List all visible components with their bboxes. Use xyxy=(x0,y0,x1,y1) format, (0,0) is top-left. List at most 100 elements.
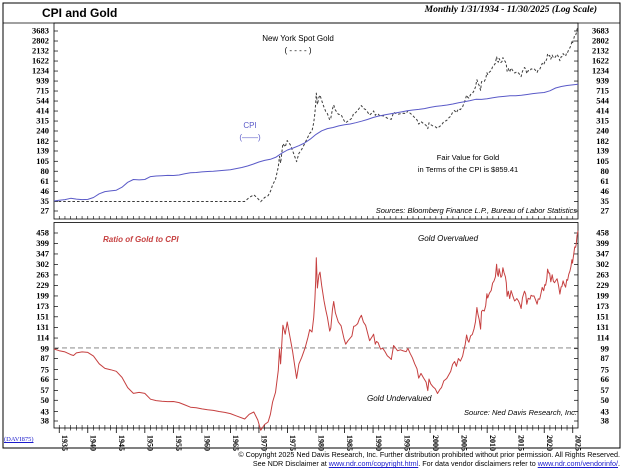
y-axis-label: 46 xyxy=(41,186,50,196)
y-axis-label: 66 xyxy=(601,374,610,384)
y-axis-label: 414 xyxy=(596,106,610,116)
y-axis-label: 80 xyxy=(601,166,610,176)
y-axis-label: 2802 xyxy=(592,36,609,46)
x-axis-label: 2000 xyxy=(431,435,440,451)
x-axis-label: 1980 xyxy=(317,435,326,451)
y-axis-label: 1622 xyxy=(592,56,609,66)
y-axis-label: 399 xyxy=(596,238,609,248)
y-axis-label: 173 xyxy=(596,301,609,311)
y-axis-label: 114 xyxy=(37,333,50,343)
y-axis-label: 414 xyxy=(36,106,50,116)
y-axis-label: 458 xyxy=(36,228,49,238)
y-axis-label: 1234 xyxy=(32,66,50,76)
y-axis-label: 347 xyxy=(596,249,610,259)
y-axis-label: 939 xyxy=(596,76,609,86)
ndr-copyright-link[interactable]: www.ndr.com/copyright.html xyxy=(328,459,419,468)
y-axis-label: 182 xyxy=(596,136,609,146)
y-axis-label: 1234 xyxy=(592,66,610,76)
y-axis-label: 57 xyxy=(601,385,610,395)
y-axis-label: 43 xyxy=(41,406,50,416)
y-axis-label: 173 xyxy=(36,301,49,311)
cpi-legend-label: CPI xyxy=(243,121,257,130)
x-axis-label: 1955 xyxy=(174,435,183,451)
y-axis-label: 302 xyxy=(596,259,609,269)
y-axis-label: 315 xyxy=(36,116,49,126)
y-axis-label: 38 xyxy=(41,416,50,426)
y-axis-label: 87 xyxy=(601,353,610,363)
y-axis-label: 35 xyxy=(41,196,50,206)
y-axis-label: 87 xyxy=(41,353,50,363)
y-axis-label: 46 xyxy=(601,186,610,196)
copyright-line2: See NDR Disclaimer at www.ndr.com/copyri… xyxy=(238,459,620,468)
y-axis-label: 315 xyxy=(596,116,609,126)
x-axis-label: 1940 xyxy=(88,435,97,451)
cpi-series-legend: CPI (——) xyxy=(210,120,290,144)
cpi-series-line xyxy=(53,83,579,202)
gold-legend-label: New York Spot Gold xyxy=(262,34,334,43)
bottom-panel-source: Source: Ned Davis Research, Inc. xyxy=(464,408,577,417)
x-axis-label: 2020 xyxy=(545,435,554,451)
y-axis-label: 38 xyxy=(601,416,610,426)
y-axis-label: 544 xyxy=(36,96,50,106)
gold-overvalued-label: Gold Overvalued xyxy=(418,234,479,243)
x-axis-label: 2015 xyxy=(516,435,525,451)
x-axis-label: 1975 xyxy=(288,435,297,451)
x-axis-label: 1965 xyxy=(231,435,240,451)
x-axis-label: 1970 xyxy=(260,435,269,451)
y-axis-label: 139 xyxy=(36,146,49,156)
y-axis-label: 399 xyxy=(36,238,49,248)
period-label: Monthly 1/31/1934 - 11/30/2025 (Log Scal… xyxy=(424,5,597,15)
gold-undervalued-label: Gold Undervalued xyxy=(367,394,432,403)
y-axis-label: 263 xyxy=(36,270,49,280)
cpi-legend-linestyle: (——) xyxy=(239,133,261,142)
x-axis-label: 1995 xyxy=(402,435,411,451)
y-axis-label: 458 xyxy=(596,228,609,238)
outer-frame xyxy=(2,2,621,449)
gold-legend-linestyle: ( - - - - ) xyxy=(284,46,312,55)
y-axis-label: 263 xyxy=(596,270,609,280)
y-axis-label: 229 xyxy=(36,280,49,290)
y-axis-label: 80 xyxy=(41,166,50,176)
y-axis-label: 240 xyxy=(596,126,609,136)
y-axis-label: 229 xyxy=(596,280,609,290)
y-axis-label: 75 xyxy=(601,364,610,374)
x-axis-label: 2010 xyxy=(488,435,497,451)
y-axis-label: 199 xyxy=(596,291,609,301)
y-axis-label: 199 xyxy=(36,291,49,301)
y-axis-label: 347 xyxy=(36,249,50,259)
copyright-line1: © Copyright 2025 Ned Davis Research, Inc… xyxy=(238,450,620,459)
y-axis-label: 2132 xyxy=(592,46,609,56)
top-panel-sources: Sources: Bloomberg Finance L.P., Bureau … xyxy=(375,206,577,215)
x-axis-label: 2005 xyxy=(459,435,468,451)
ndr-vendorinfo-link[interactable]: www.ndr.com/vendorinfo/ xyxy=(537,459,618,468)
y-axis-label: 105 xyxy=(596,156,609,166)
y-axis-label: 3683 xyxy=(32,26,49,36)
ratio-series-line xyxy=(53,230,579,431)
y-axis-label: 715 xyxy=(36,86,49,96)
x-axis-label: 1960 xyxy=(203,435,212,451)
fair-value-line2: in Terms of the CPI is $859.41 xyxy=(417,164,519,174)
fair-value-line1: Fair Value for Gold xyxy=(436,153,500,162)
y-axis-label: 240 xyxy=(36,126,49,136)
x-axis-label: 1945 xyxy=(117,435,126,451)
copyright-line2-end: . xyxy=(618,459,620,468)
x-axis-label: 1990 xyxy=(374,435,383,451)
y-axis-label: 151 xyxy=(596,312,609,322)
y-axis-label: 61 xyxy=(41,176,50,186)
y-axis-label: 27 xyxy=(41,206,50,216)
chart-id-link[interactable]: (DAVI875) xyxy=(4,436,34,443)
fair-value-annotation: Fair Value for Gold in Terms of the CPI … xyxy=(378,152,558,175)
y-axis-label: 35 xyxy=(601,196,610,206)
y-axis-label: 715 xyxy=(596,86,609,96)
x-axis-label: 1950 xyxy=(146,435,155,451)
panel-border xyxy=(53,222,579,429)
y-axis-label: 2132 xyxy=(32,46,49,56)
x-axis-label: 2025 xyxy=(573,435,582,451)
y-axis-label: 939 xyxy=(36,76,49,86)
y-axis-label: 99 xyxy=(601,343,610,353)
y-axis-label: 544 xyxy=(596,96,610,106)
gold-series-line xyxy=(54,26,579,203)
y-axis-label: 151 xyxy=(36,312,49,322)
